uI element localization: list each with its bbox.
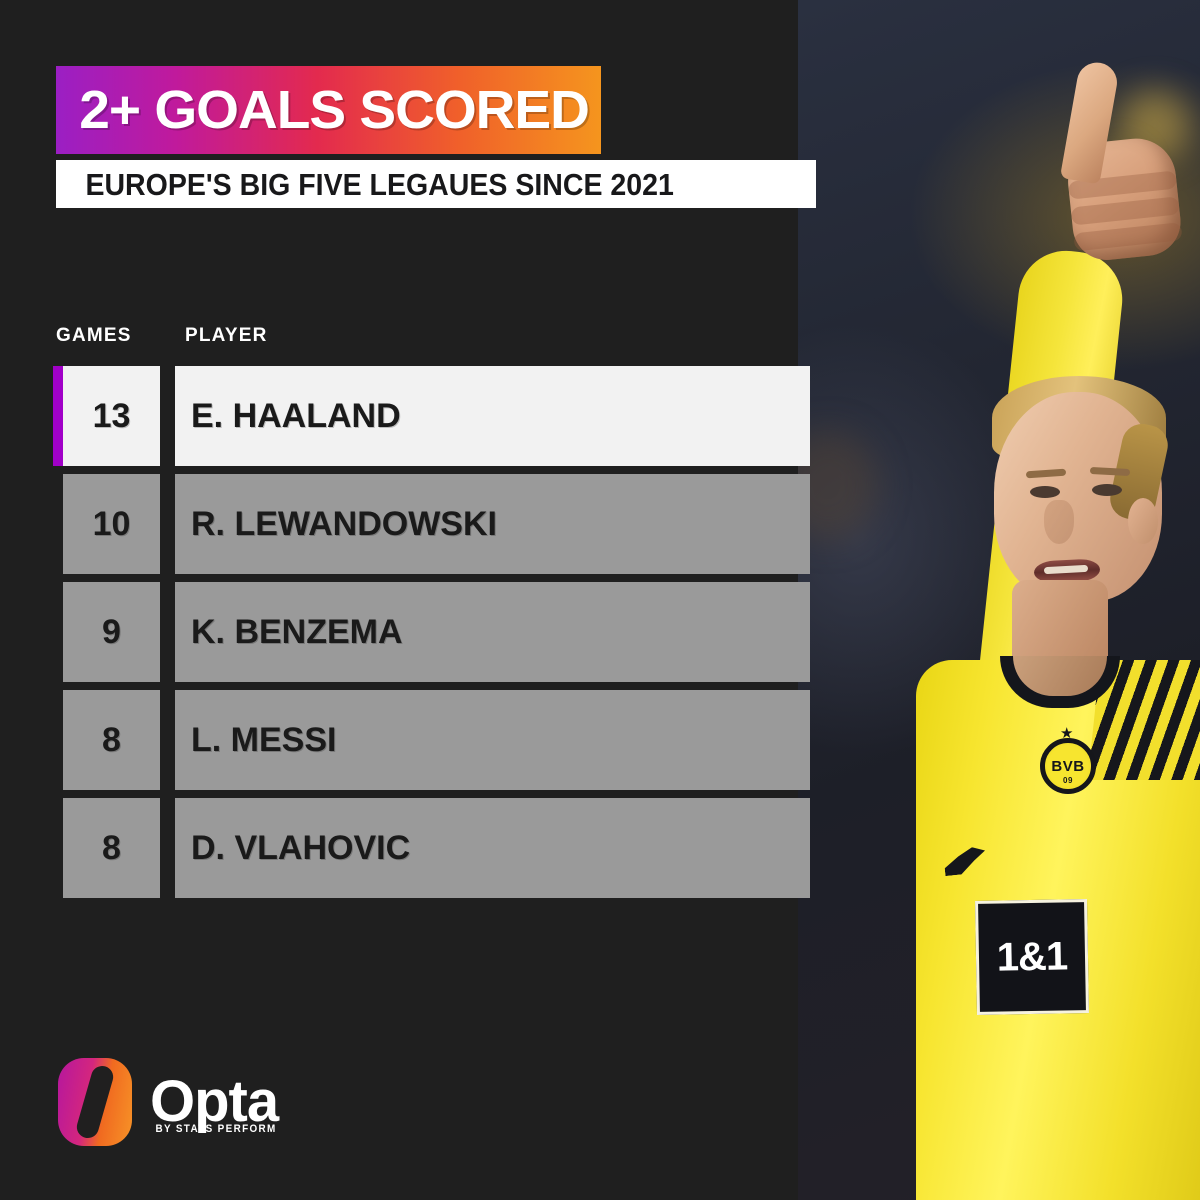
- table-headers: GAMES PLAYER: [0, 326, 820, 352]
- opta-mark-icon: [58, 1058, 132, 1146]
- eye-left: [1030, 486, 1060, 498]
- games-value: 9: [102, 613, 121, 651]
- crest-star-icon: ★: [1060, 725, 1074, 742]
- opta-wordmark: Opta BY STATS PERFORM: [150, 1069, 279, 1135]
- opta-logo: Opta BY STATS PERFORM: [58, 1058, 279, 1146]
- player-photo: ★ BVB 09 1&1: [798, 0, 1200, 1200]
- eye-right: [1092, 484, 1122, 496]
- games-value: 10: [92, 505, 131, 543]
- brand-name: Opta: [150, 1069, 279, 1134]
- knuckle-line: [1073, 222, 1183, 252]
- ear: [1128, 498, 1158, 544]
- cell-player: D. VLAHOVIC: [175, 798, 810, 898]
- jersey-sponsor-label: 1&1: [996, 933, 1068, 980]
- player-name: K. BENZEMA: [191, 613, 403, 651]
- club-crest-icon: BVB 09: [1040, 738, 1096, 794]
- cell-games: 13: [63, 366, 160, 466]
- brand-tagline: BY STATS PERFORM: [154, 1123, 277, 1135]
- table-row[interactable]: 9 K. BENZEMA: [0, 582, 820, 682]
- table-row[interactable]: 13 E. HAALAND: [0, 366, 820, 466]
- games-value: 8: [102, 829, 121, 867]
- cell-games: 8: [63, 690, 160, 790]
- column-header-games: GAMES: [56, 325, 132, 346]
- cell-player: L. MESSI: [175, 690, 810, 790]
- title-banner: 2+ GOALS SCORED: [56, 66, 601, 154]
- subtitle-banner: EUROPE'S BIG FIVE LEGAUES SINCE 2021: [56, 160, 816, 208]
- row-accent-bar: [53, 366, 63, 466]
- page-subtitle: EUROPE'S BIG FIVE LEGAUES SINCE 2021: [85, 166, 674, 202]
- nose: [1044, 500, 1074, 544]
- cell-player: K. BENZEMA: [175, 582, 810, 682]
- player-name: R. LEWANDOWSKI: [191, 505, 497, 543]
- knuckle-line: [1070, 196, 1180, 226]
- page-title: 2+ GOALS SCORED: [79, 80, 590, 140]
- player-name: D. VLAHOVIC: [191, 829, 411, 867]
- cell-games: 9: [63, 582, 160, 682]
- leaderboard: 13 E. HAALAND 10 R. LEWANDOWSKI 9 K. BEN…: [0, 366, 820, 906]
- player-name: E. HAALAND: [191, 397, 401, 435]
- jersey-sponsor-patch: 1&1: [975, 899, 1089, 1015]
- club-crest-year: 09: [1063, 776, 1073, 785]
- club-crest-label: BVB: [1051, 757, 1085, 775]
- bokeh-light-4: [798, 430, 878, 540]
- player-name: L. MESSI: [191, 721, 337, 759]
- games-value: 8: [102, 721, 121, 759]
- table-row[interactable]: 10 R. LEWANDOWSKI: [0, 474, 820, 574]
- cell-games: 8: [63, 798, 160, 898]
- table-row[interactable]: 8 D. VLAHOVIC: [0, 798, 820, 898]
- table-row[interactable]: 8 L. MESSI: [0, 690, 820, 790]
- games-value: 13: [92, 397, 131, 435]
- cell-player: R. LEWANDOWSKI: [175, 474, 810, 574]
- cell-player: E. HAALAND: [175, 366, 810, 466]
- column-header-player: PLAYER: [185, 325, 268, 346]
- cell-games: 10: [63, 474, 160, 574]
